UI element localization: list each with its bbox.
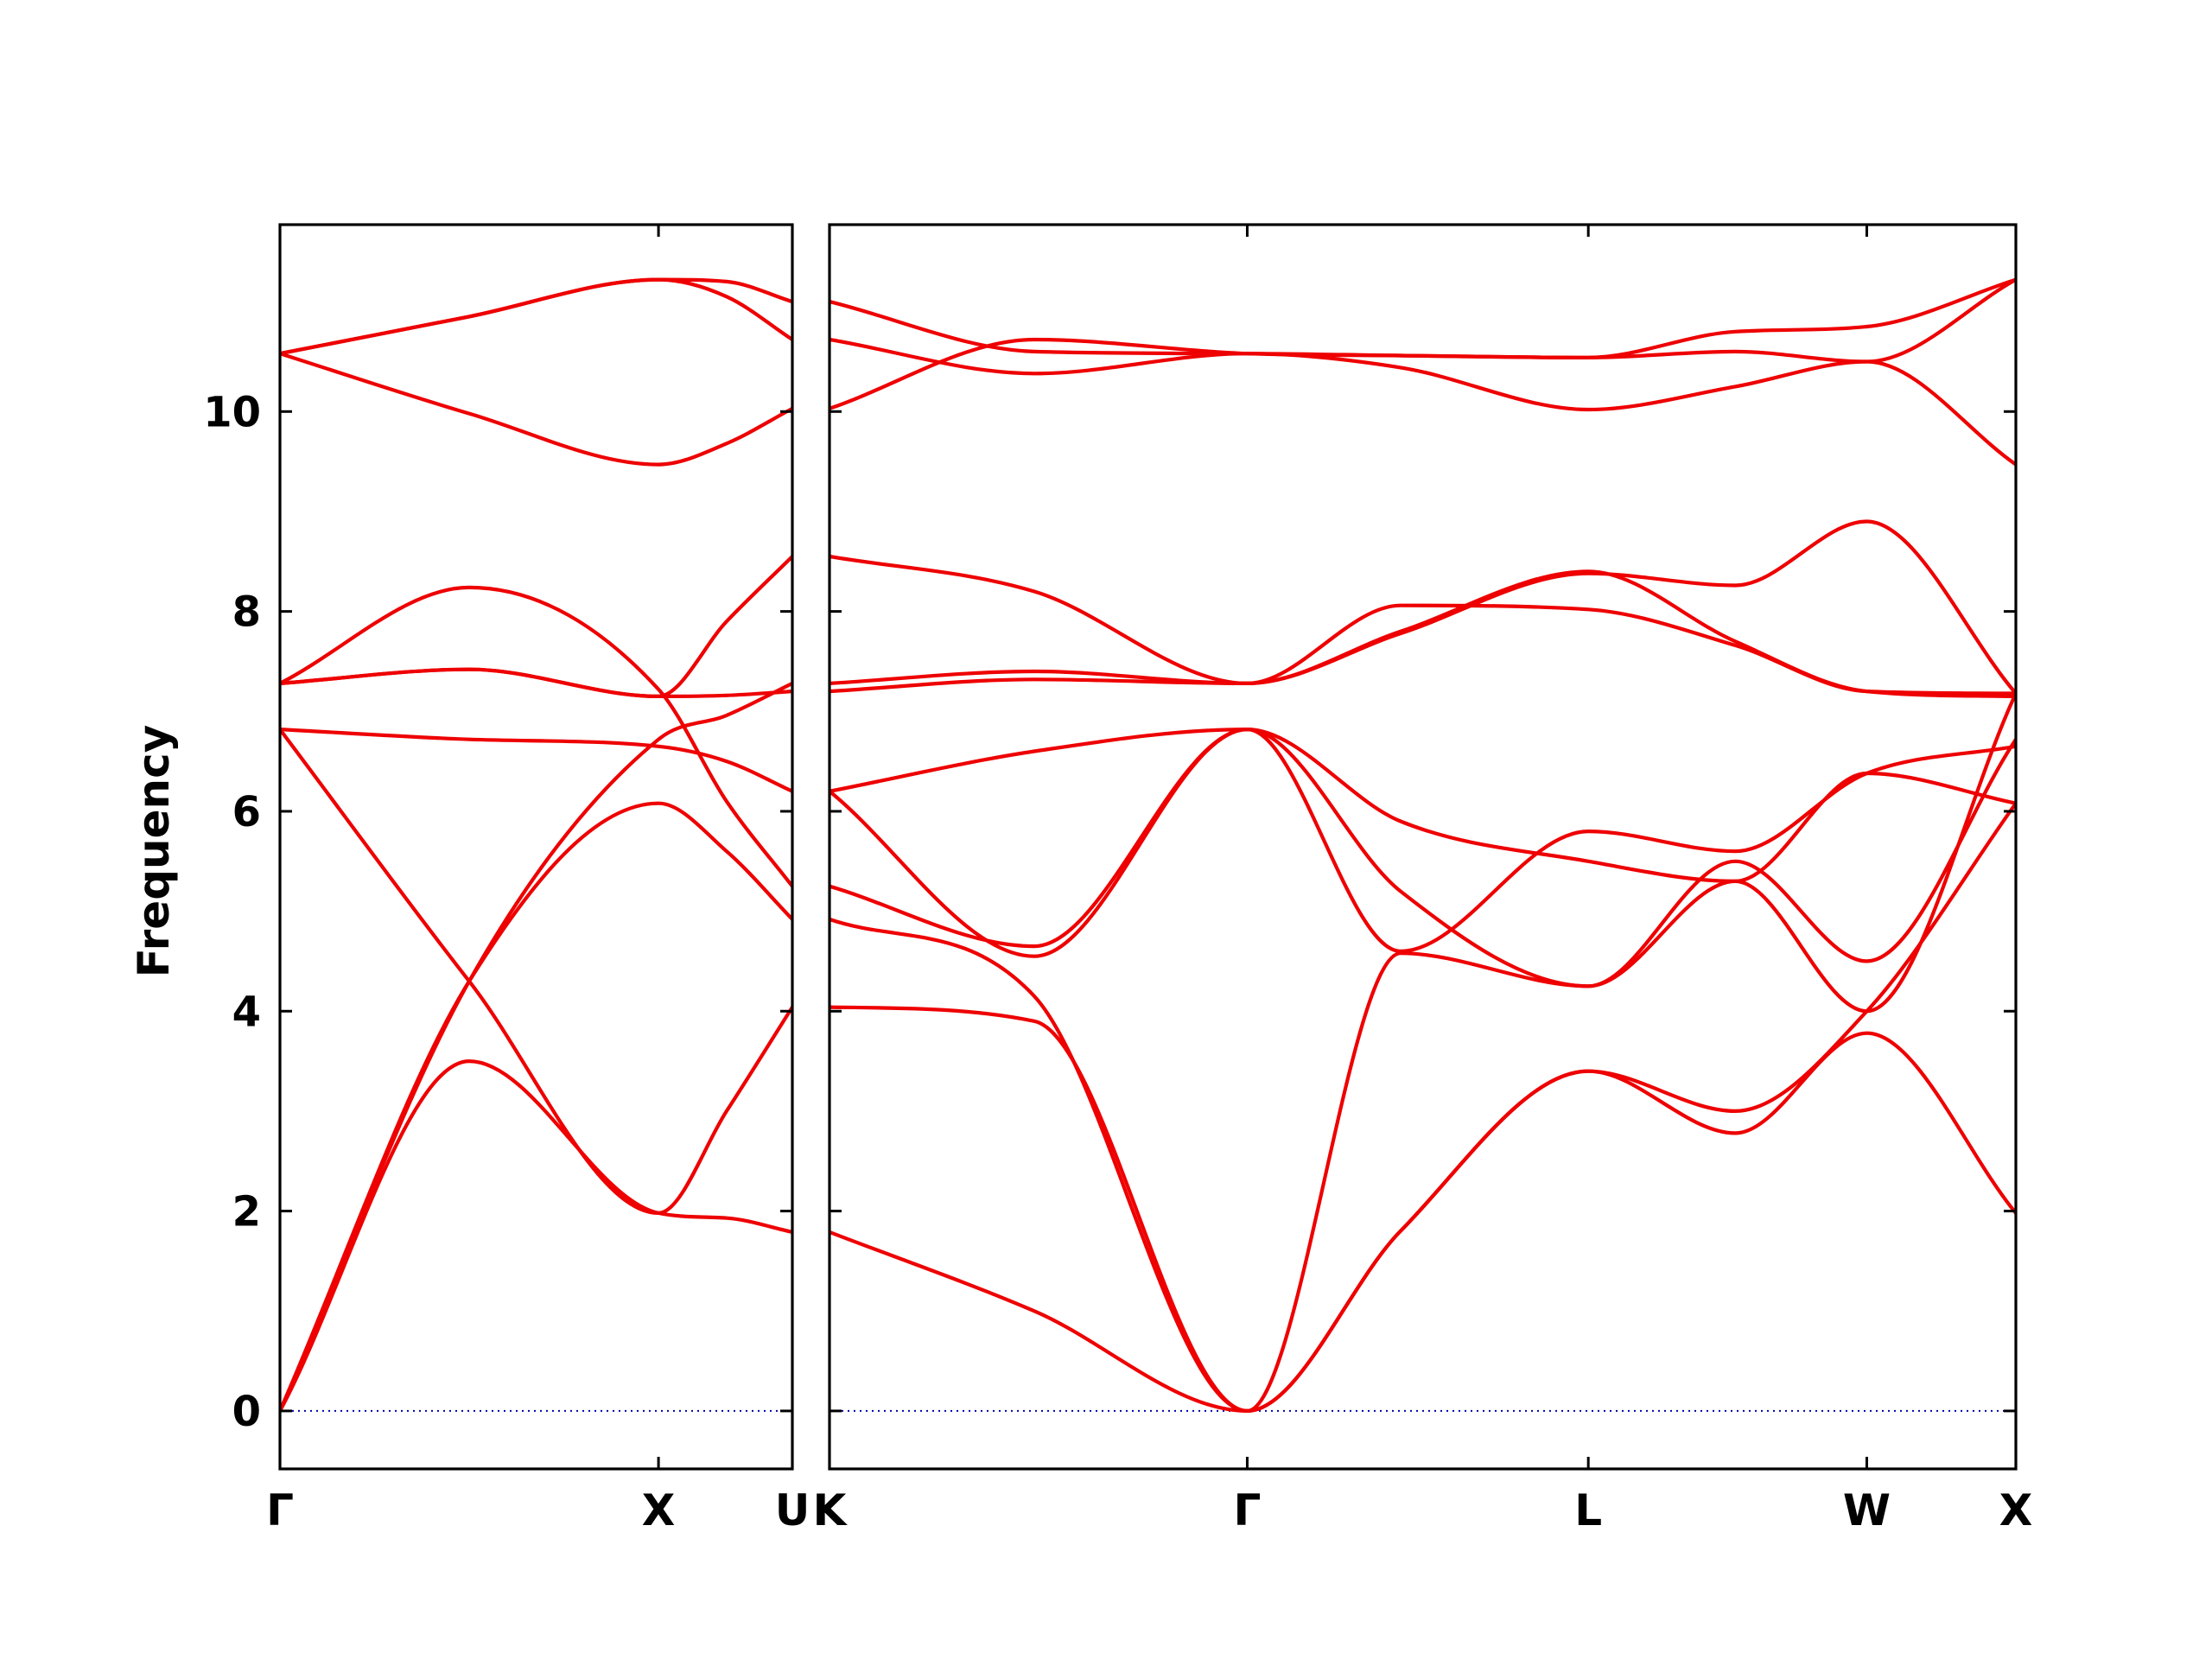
- plot-frame: [828, 223, 2018, 1471]
- y-tick-label: 0: [232, 1388, 261, 1436]
- x-tick-label: X: [642, 1485, 676, 1535]
- band-11: [280, 277, 792, 356]
- band-5: [280, 728, 792, 793]
- band-7: [280, 585, 792, 888]
- band-10: [280, 277, 792, 356]
- band-11: [830, 337, 2016, 467]
- x-tick-label: Γ: [266, 1485, 294, 1535]
- y-tick-label: 4: [232, 988, 261, 1036]
- y-tick-label: 2: [232, 1188, 261, 1236]
- y-tick-label: 6: [232, 788, 261, 836]
- x-tick-label: L: [1574, 1485, 1602, 1535]
- y-axis-label: Frequency: [129, 725, 179, 978]
- y-tick-labels: 0 2 4 6 8 10: [203, 388, 261, 1436]
- band-5: [830, 728, 2016, 883]
- band-6: [280, 667, 792, 698]
- band-10: [830, 277, 2016, 410]
- band-1: [830, 801, 2016, 1413]
- x-tick-label: X: [1999, 1485, 2033, 1535]
- y-tick-label: 8: [232, 588, 261, 637]
- band-8: [830, 603, 2016, 696]
- band-4: [830, 728, 2016, 988]
- band-12: [830, 277, 2016, 364]
- band-9: [830, 519, 2016, 696]
- band-3: [280, 728, 792, 1215]
- band-3: [830, 691, 2016, 1413]
- band-2: [830, 1005, 2016, 1413]
- x-tick-label: W: [1843, 1485, 1891, 1535]
- x-tick-label: Γ: [1234, 1485, 1262, 1535]
- x-tick-label: U: [775, 1485, 810, 1535]
- band-1: [280, 1059, 792, 1413]
- band-6: [830, 728, 2016, 958]
- band-4: [280, 681, 792, 1413]
- band-8: [280, 554, 792, 698]
- band-7: [830, 569, 2016, 698]
- band-2: [280, 801, 792, 1413]
- y-tick-label: 10: [203, 388, 261, 436]
- plot-frame: [278, 223, 794, 1471]
- band-9: [280, 352, 792, 467]
- x-tick-label: K: [813, 1485, 849, 1535]
